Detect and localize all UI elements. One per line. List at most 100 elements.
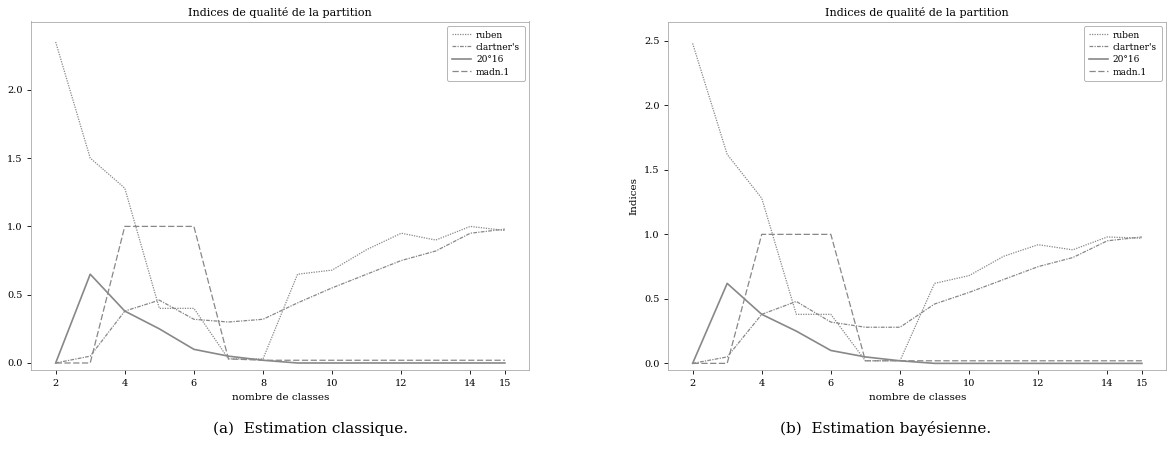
madn.1: [394, 358, 408, 363]
ruben: [893, 358, 907, 364]
ruben: [222, 356, 236, 362]
clartner's: [497, 226, 511, 232]
clartner's: [1134, 234, 1148, 239]
20°16: [893, 358, 907, 364]
madn.1: [962, 358, 976, 364]
Legend: ruben, clartner's, 20°16, madn.1: ruben, clartner's, 20°16, madn.1: [1084, 26, 1161, 81]
Legend: ruben, clartner's, 20°16, madn.1: ruben, clartner's, 20°16, madn.1: [447, 26, 524, 81]
Line: 20°16: 20°16: [692, 283, 1141, 364]
Line: ruben: ruben: [692, 43, 1141, 361]
20°16: [1100, 361, 1114, 366]
20°16: [48, 360, 62, 366]
clartner's: [720, 354, 734, 359]
20°16: [1066, 361, 1080, 366]
madn.1: [429, 358, 443, 363]
ruben: [754, 196, 768, 201]
20°16: [685, 361, 699, 366]
ruben: [685, 41, 699, 46]
clartner's: [1066, 255, 1080, 260]
madn.1: [152, 224, 167, 229]
clartner's: [1031, 264, 1045, 269]
ruben: [1100, 234, 1114, 239]
madn.1: [1100, 358, 1114, 364]
madn.1: [1031, 358, 1045, 364]
ruben: [1134, 235, 1148, 241]
clartner's: [962, 290, 976, 295]
clartner's: [256, 317, 270, 322]
20°16: [152, 326, 167, 331]
Text: (a)  Estimation classique.: (a) Estimation classique.: [213, 422, 408, 436]
20°16: [789, 328, 804, 334]
ruben: [1031, 242, 1045, 248]
ruben: [497, 228, 511, 233]
madn.1: [360, 358, 374, 363]
20°16: [256, 358, 270, 363]
madn.1: [859, 358, 873, 364]
ruben: [83, 156, 97, 161]
madn.1: [997, 358, 1011, 364]
clartner's: [152, 298, 167, 303]
Line: madn.1: madn.1: [55, 226, 504, 363]
clartner's: [928, 301, 942, 307]
madn.1: [789, 232, 804, 237]
madn.1: [1134, 358, 1148, 364]
20°16: [754, 312, 768, 317]
20°16: [1134, 361, 1148, 366]
20°16: [497, 360, 511, 366]
clartner's: [291, 300, 305, 306]
ruben: [256, 356, 270, 362]
madn.1: [893, 358, 907, 364]
ruben: [117, 185, 131, 191]
20°16: [823, 348, 838, 353]
clartner's: [997, 277, 1011, 282]
madn.1: [325, 358, 339, 363]
20°16: [117, 308, 131, 314]
ruben: [720, 152, 734, 157]
clartner's: [463, 230, 477, 236]
ruben: [152, 306, 167, 311]
Line: ruben: ruben: [55, 42, 504, 359]
madn.1: [256, 358, 270, 363]
ruben: [997, 253, 1011, 259]
ruben: [325, 267, 339, 273]
clartner's: [187, 317, 201, 322]
ruben: [859, 358, 873, 364]
ruben: [463, 224, 477, 229]
20°16: [222, 354, 236, 359]
X-axis label: nombre de classes: nombre de classes: [231, 393, 328, 402]
clartner's: [394, 258, 408, 263]
ruben: [429, 237, 443, 243]
20°16: [325, 360, 339, 366]
clartner's: [754, 312, 768, 317]
madn.1: [497, 358, 511, 363]
20°16: [291, 360, 305, 366]
Line: madn.1: madn.1: [692, 235, 1141, 364]
20°16: [928, 361, 942, 366]
ruben: [789, 312, 804, 317]
20°16: [429, 360, 443, 366]
clartner's: [222, 319, 236, 325]
madn.1: [48, 360, 62, 366]
Y-axis label: Indices: Indices: [630, 177, 638, 215]
ruben: [962, 273, 976, 278]
20°16: [463, 360, 477, 366]
clartner's: [823, 319, 838, 325]
madn.1: [463, 358, 477, 363]
clartner's: [859, 325, 873, 330]
20°16: [720, 281, 734, 286]
clartner's: [789, 299, 804, 304]
clartner's: [893, 325, 907, 330]
Line: 20°16: 20°16: [55, 274, 504, 363]
madn.1: [928, 358, 942, 364]
Line: clartner's: clartner's: [692, 237, 1141, 364]
clartner's: [325, 285, 339, 290]
clartner's: [429, 248, 443, 253]
20°16: [394, 360, 408, 366]
ruben: [291, 272, 305, 277]
20°16: [83, 272, 97, 277]
clartner's: [48, 360, 62, 366]
ruben: [394, 230, 408, 236]
clartner's: [1100, 238, 1114, 244]
20°16: [962, 361, 976, 366]
madn.1: [83, 360, 97, 366]
